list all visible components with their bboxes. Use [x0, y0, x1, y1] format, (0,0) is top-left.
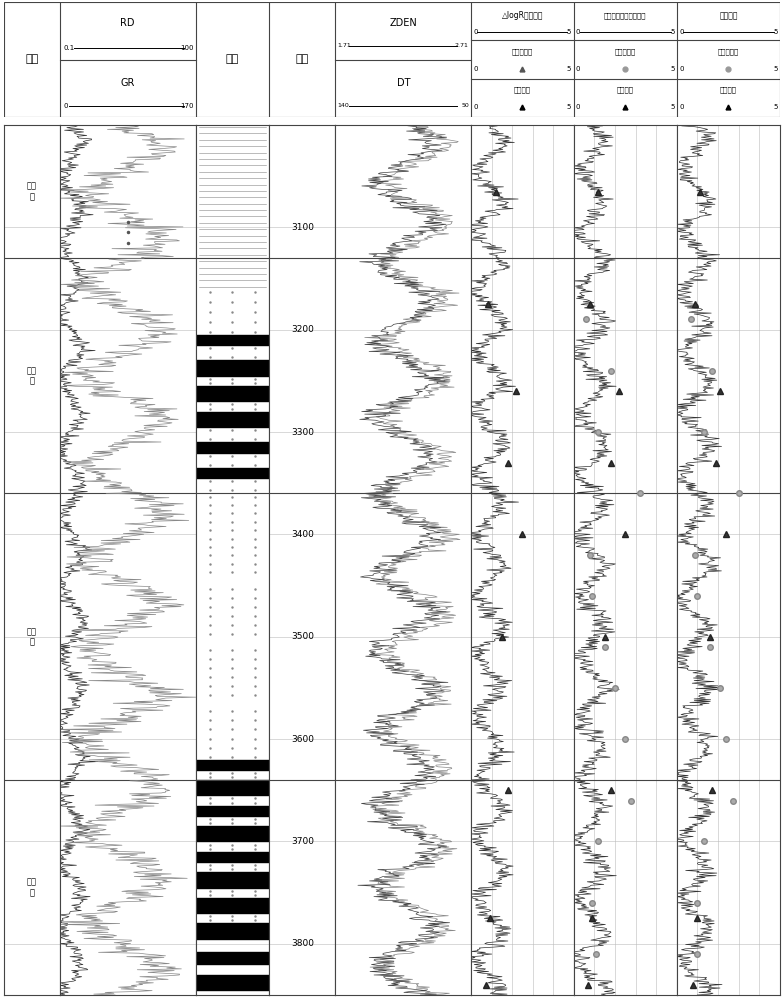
- Text: 5: 5: [567, 29, 572, 35]
- Text: 5: 5: [567, 104, 572, 110]
- Text: 0: 0: [64, 103, 68, 108]
- Text: 第三
段: 第三 段: [27, 366, 37, 385]
- Text: 3700: 3700: [291, 837, 314, 846]
- Text: 第一
段: 第一 段: [27, 878, 37, 897]
- Text: 5: 5: [670, 66, 674, 72]
- Text: 3300: 3300: [291, 428, 314, 437]
- Text: 5: 5: [773, 29, 778, 35]
- Text: 第四
段: 第四 段: [27, 182, 37, 201]
- Text: 地层: 地层: [25, 54, 38, 64]
- Text: 多元回归方程预测方法: 多元回归方程预测方法: [604, 12, 647, 19]
- Text: 0: 0: [679, 66, 684, 72]
- Text: 3200: 3200: [291, 325, 314, 334]
- Text: 5: 5: [670, 104, 674, 110]
- Text: 3400: 3400: [291, 530, 314, 539]
- Text: 验证数据: 验证数据: [617, 86, 633, 93]
- Text: 验证数据: 验证数据: [720, 86, 737, 93]
- Text: △logR预测方法: △logR预测方法: [502, 11, 543, 20]
- Text: 3800: 3800: [291, 939, 314, 948]
- Text: 第二
段: 第二 段: [27, 627, 37, 646]
- Text: 0: 0: [576, 104, 580, 110]
- Text: 验证样品点: 验证样品点: [512, 48, 533, 55]
- Text: GR: GR: [121, 78, 135, 88]
- Text: 1.71: 1.71: [338, 43, 351, 48]
- Text: 深度: 深度: [296, 54, 309, 64]
- Text: ZDEN: ZDEN: [390, 18, 417, 28]
- Text: 50: 50: [461, 103, 469, 108]
- Text: 100: 100: [180, 45, 194, 51]
- Text: 0: 0: [474, 29, 478, 35]
- Text: 3100: 3100: [291, 223, 314, 232]
- Text: 0: 0: [474, 66, 478, 72]
- Text: 5: 5: [773, 66, 778, 72]
- Text: RD: RD: [121, 18, 135, 28]
- Text: DT: DT: [397, 78, 410, 88]
- Text: 5: 5: [567, 66, 572, 72]
- Text: 回归样品点: 回归样品点: [615, 48, 636, 55]
- Text: 0: 0: [679, 104, 684, 110]
- Text: 5: 5: [773, 104, 778, 110]
- Text: 验证数据: 验证数据: [514, 86, 531, 93]
- Text: 2.71: 2.71: [455, 43, 469, 48]
- Text: 0: 0: [679, 29, 684, 35]
- Text: 140: 140: [338, 103, 350, 108]
- Text: 发现方法: 发现方法: [719, 11, 738, 20]
- Text: 3500: 3500: [291, 632, 314, 641]
- Text: 0: 0: [576, 29, 580, 35]
- Text: 0: 0: [474, 104, 478, 110]
- Text: 170: 170: [180, 103, 194, 108]
- Text: 5: 5: [670, 29, 674, 35]
- Text: 0: 0: [576, 66, 580, 72]
- Text: 3600: 3600: [291, 735, 314, 744]
- Text: 岩性: 岩性: [226, 54, 239, 64]
- Text: 回归样品点: 回归样品点: [718, 48, 739, 55]
- Text: 0.1: 0.1: [64, 45, 75, 51]
